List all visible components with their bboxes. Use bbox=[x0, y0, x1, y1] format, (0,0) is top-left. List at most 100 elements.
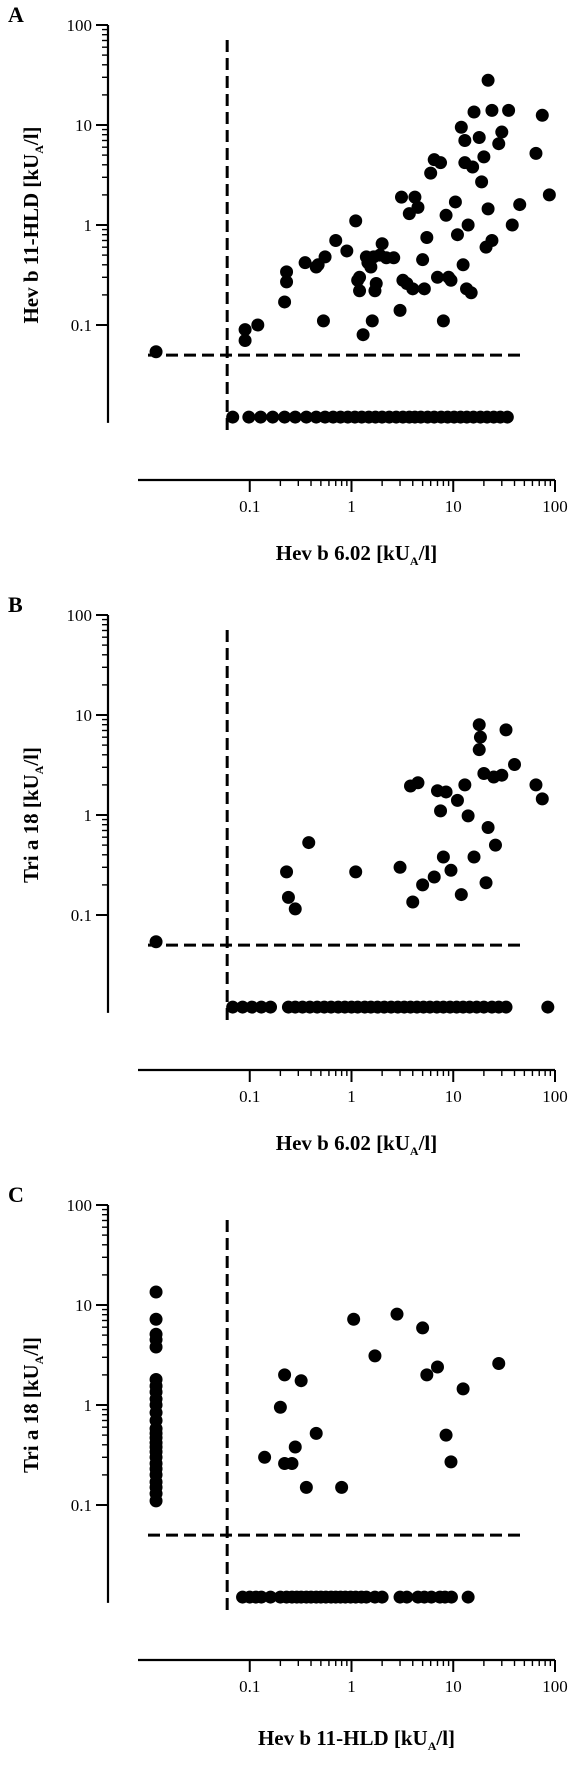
data-point-below-cutoff-y bbox=[266, 410, 280, 424]
data-point bbox=[353, 284, 367, 298]
y-axis-title-end: /l] bbox=[19, 1337, 43, 1357]
data-point-below-cutoff-y bbox=[236, 1000, 250, 1014]
data-point bbox=[335, 1480, 349, 1494]
x-tick-label: 0.1 bbox=[239, 497, 260, 516]
data-point bbox=[454, 888, 468, 902]
data-point-below-cutoff-y bbox=[299, 410, 313, 424]
data-point bbox=[408, 190, 422, 204]
x-axis-title-main: Hev b 11-HLD [kU bbox=[258, 1726, 428, 1750]
y-axis-title-subscript: A bbox=[32, 145, 46, 154]
y-tick-label: 1 bbox=[84, 1396, 93, 1415]
y-axis-title-end: /l] bbox=[19, 747, 43, 767]
y-axis-title-main: Tri a 18 [kU bbox=[19, 774, 43, 883]
x-tick-label: 1 bbox=[347, 1677, 356, 1696]
data-point bbox=[278, 1368, 292, 1382]
data-point bbox=[434, 804, 448, 818]
panel-letter: B bbox=[8, 592, 23, 617]
x-tick-label: 1 bbox=[347, 1087, 356, 1106]
data-point bbox=[495, 768, 509, 782]
data-point bbox=[417, 282, 431, 296]
x-tick-label: 100 bbox=[542, 497, 568, 516]
data-point bbox=[444, 273, 458, 287]
data-point bbox=[466, 160, 480, 174]
data-point bbox=[439, 785, 453, 799]
y-tick-label: 10 bbox=[75, 1296, 92, 1315]
data-point bbox=[430, 270, 444, 284]
data-point bbox=[450, 793, 464, 807]
y-axis-title-subscript: A bbox=[32, 1355, 46, 1364]
data-point-below-cutoff-y bbox=[288, 410, 302, 424]
x-axis-title-end: /l] bbox=[418, 541, 438, 565]
y-axis-title-subscript: A bbox=[32, 765, 46, 774]
data-point bbox=[393, 303, 407, 317]
data-point bbox=[365, 314, 379, 328]
data-point bbox=[416, 1321, 430, 1335]
data-point bbox=[434, 156, 448, 170]
data-point bbox=[505, 218, 519, 232]
y-axis-title: Tri a 18 [kUA/l] bbox=[19, 1337, 46, 1473]
x-axis-title: Hev b 6.02 [kUA/l] bbox=[276, 541, 438, 568]
x-tick-label: 10 bbox=[445, 1087, 462, 1106]
data-point bbox=[285, 1457, 299, 1471]
data-point bbox=[472, 718, 486, 732]
data-point bbox=[477, 767, 491, 781]
data-point bbox=[302, 836, 316, 850]
data-point bbox=[461, 809, 475, 823]
data-point bbox=[416, 253, 430, 267]
data-point bbox=[329, 233, 343, 247]
data-point-below-cutoff-y bbox=[264, 1000, 278, 1014]
data-point bbox=[508, 757, 522, 771]
data-point bbox=[492, 137, 506, 151]
x-tick-label: 10 bbox=[445, 1677, 462, 1696]
data-point bbox=[420, 230, 434, 244]
data-point bbox=[499, 723, 513, 737]
data-point bbox=[375, 237, 389, 251]
data-point-below-cutoff-y bbox=[226, 1000, 240, 1014]
y-tick-label: 10 bbox=[75, 706, 92, 725]
y-axis-title-main: Tri a 18 [kU bbox=[19, 1364, 43, 1473]
data-point bbox=[485, 233, 499, 247]
y-tick-label: 10 bbox=[75, 116, 92, 135]
data-point bbox=[416, 878, 430, 892]
x-tick-label: 100 bbox=[542, 1677, 568, 1696]
data-point bbox=[535, 792, 549, 806]
data-point bbox=[411, 200, 425, 214]
data-point-below-cutoff-y bbox=[541, 1000, 555, 1014]
data-point-below-cutoff-y bbox=[444, 1590, 458, 1604]
data-point bbox=[456, 1382, 470, 1396]
data-point-below-cutoff-y bbox=[375, 1590, 389, 1604]
data-point bbox=[238, 333, 252, 347]
data-point bbox=[406, 895, 420, 909]
data-point bbox=[436, 850, 450, 864]
panel-letter: A bbox=[8, 2, 24, 27]
data-point bbox=[450, 228, 464, 242]
y-axis-title: Hev b 11-HLD [kUA/l] bbox=[19, 126, 46, 323]
data-point bbox=[481, 202, 495, 216]
data-point bbox=[393, 860, 407, 874]
data-point bbox=[430, 1360, 444, 1374]
data-point bbox=[467, 105, 481, 119]
data-point bbox=[280, 865, 294, 879]
data-point bbox=[347, 1312, 361, 1326]
data-point bbox=[444, 863, 458, 877]
data-point bbox=[502, 103, 516, 117]
x-axis-title-main: Hev b 6.02 [kU bbox=[276, 541, 410, 565]
data-point-below-cutoff-x bbox=[149, 1285, 163, 1299]
data-point-below-cutoff-y bbox=[461, 1590, 475, 1604]
data-point bbox=[390, 1307, 404, 1321]
data-point-below-cutoff-x bbox=[149, 345, 163, 359]
data-point bbox=[349, 214, 363, 228]
data-point bbox=[535, 108, 549, 122]
data-point bbox=[298, 256, 312, 270]
data-point bbox=[280, 275, 294, 289]
data-point bbox=[427, 870, 441, 884]
data-point bbox=[238, 323, 252, 337]
data-point bbox=[280, 265, 294, 279]
data-point-below-cutoff-x bbox=[149, 935, 163, 949]
data-point bbox=[485, 103, 499, 117]
x-tick-label: 1 bbox=[347, 497, 356, 516]
x-tick-label: 100 bbox=[542, 1087, 568, 1106]
